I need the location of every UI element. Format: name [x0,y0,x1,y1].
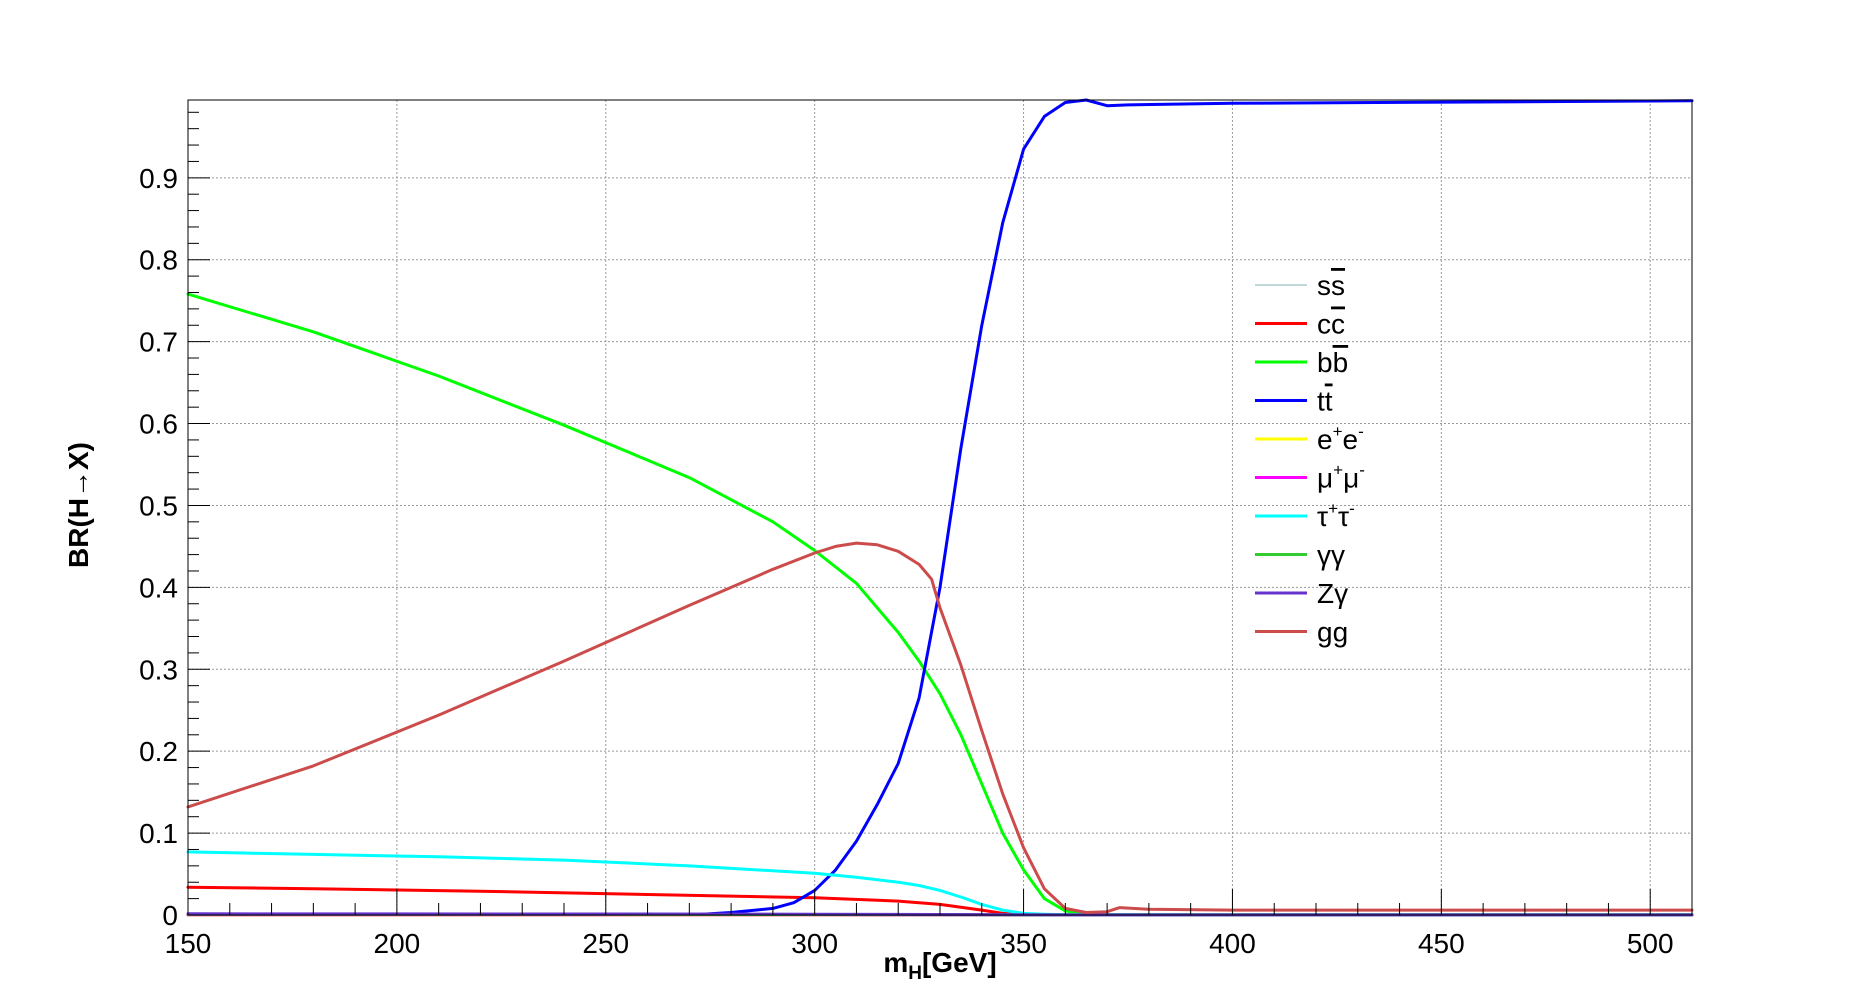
x-tick-label: 200 [374,928,421,959]
legend-item: gg [1255,617,1348,648]
y-axis-title: BR(H→X) [63,442,94,568]
x-axis-title-rest: [GeV] [922,947,997,978]
legend-label: μ+μ- [1317,461,1365,494]
y-tick-label: 0.7 [139,327,178,358]
x-tick-label: 250 [582,928,629,959]
x-tick-labels: 150 200 250 300 350 400 450 500 [165,928,1674,959]
legend-label: cc [1317,309,1345,340]
legend-label: bb [1317,347,1348,378]
series-line-3 [188,100,1692,915]
x-axis-title: mH[GeV] [883,947,996,984]
legend-item: γγ [1255,540,1345,571]
y-tick-labels: 0 0.1 0.2 0.3 0.4 0.5 0.6 0.7 0.8 0.9 [139,163,178,931]
y-tick-label: 0.4 [139,572,178,603]
y-tick-label: 0.5 [139,490,178,521]
x-tick-label: 300 [791,928,838,959]
x-axis-title-sub: H [908,963,922,984]
y-tick-label: 0.1 [139,818,178,849]
legend-label: gg [1317,617,1348,648]
plot-frame [188,100,1692,915]
y-tick-label: 0.3 [139,654,178,685]
x-tick-label: 350 [1000,928,1047,959]
x-tick-label: 150 [165,928,212,959]
legend-item: cc [1255,309,1345,340]
y-tick-label: 0.9 [139,163,178,194]
legend-label: e+e- [1317,422,1364,455]
legend-item: tt [1255,386,1333,417]
grid-lines [188,100,1692,915]
legend-item: ss [1255,270,1345,301]
x-tick-label: 500 [1627,928,1674,959]
legend-item: Zγ [1255,578,1348,609]
legend-label: tt [1317,386,1333,417]
x-tick-label: 450 [1418,928,1465,959]
legend-item: τ+τ- [1255,499,1355,532]
legend-label: γγ [1317,540,1345,571]
legend-item: bb [1255,347,1348,378]
legend-label: ss [1317,270,1345,301]
legend-item: μ+μ- [1255,461,1365,494]
axis-ticks [188,112,1692,915]
y-tick-label: 0.8 [139,245,178,276]
legend-label: Zγ [1317,578,1348,609]
y-tick-label: 0 [162,900,178,931]
legend-item: e+e- [1255,422,1364,455]
series-lines [188,100,1692,915]
y-tick-label: 0.6 [139,409,178,440]
legend: ss cc bb tt e+e-μ+μ-τ+τ-γγ Zγ gg [1255,270,1365,648]
x-axis-title-main: m [883,947,908,978]
x-tick-label: 400 [1209,928,1256,959]
y-tick-label: 0.2 [139,736,178,767]
legend-label: τ+τ- [1317,499,1355,532]
